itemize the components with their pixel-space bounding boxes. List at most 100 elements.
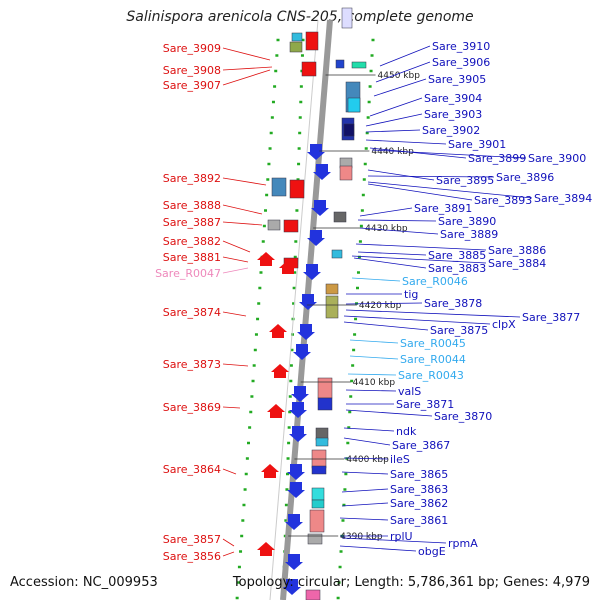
gene-block bbox=[343, 123, 355, 137]
gene-block bbox=[317, 397, 333, 411]
kbp-marker: 4420 kbp bbox=[359, 301, 402, 311]
right-label-leader bbox=[371, 149, 527, 159]
right-gene-label: Sare_3906 bbox=[432, 56, 490, 69]
gene-block bbox=[301, 61, 317, 77]
right-gene-label: Sare_3890 bbox=[438, 215, 496, 228]
gene-block bbox=[331, 249, 343, 259]
right-label-leader bbox=[355, 243, 487, 251]
forward-gene-arrow bbox=[311, 200, 329, 216]
right-label-leader bbox=[343, 437, 391, 446]
left-gene-label: Sare_3887 bbox=[163, 216, 221, 229]
gene-block bbox=[333, 211, 347, 223]
left-label-leader bbox=[222, 406, 241, 409]
gene-block bbox=[339, 165, 353, 181]
right-gene-label: Sare_3900 bbox=[528, 152, 586, 165]
left-label-leader bbox=[222, 240, 251, 253]
left-gene-label: Sare_3882 bbox=[163, 235, 221, 248]
gene-block bbox=[305, 31, 319, 51]
gene-block bbox=[311, 487, 325, 501]
left-gene-label: Sare_3881 bbox=[163, 251, 221, 264]
right-label-leader bbox=[343, 457, 389, 460]
right-label-leader bbox=[339, 545, 417, 552]
left-gene-label: Sare_3907 bbox=[163, 79, 221, 92]
gene-block bbox=[289, 41, 303, 53]
kbp-marker: 4430 kbp bbox=[365, 224, 408, 234]
gene-block bbox=[307, 533, 323, 545]
forward-gene-arrow bbox=[289, 402, 307, 418]
forward-gene-arrow bbox=[291, 386, 309, 402]
right-label-leader bbox=[341, 488, 389, 493]
forward-gene-arrow bbox=[307, 230, 325, 246]
right-label-leader bbox=[351, 277, 401, 282]
right-label-leader bbox=[365, 113, 423, 127]
right-gene-label: Sare_R0046 bbox=[402, 275, 468, 288]
right-label-leader bbox=[353, 257, 427, 269]
right-gene-label: Sare_3889 bbox=[440, 228, 498, 241]
right-label-leader bbox=[349, 355, 399, 360]
kbp-marker: 4450 kbp bbox=[378, 71, 421, 81]
right-label-leader bbox=[341, 471, 389, 475]
right-label-leader bbox=[357, 251, 427, 256]
gene-block bbox=[325, 295, 339, 319]
left-gene-label: Sare_3869 bbox=[163, 401, 221, 414]
right-gene-label: Sare_3875 bbox=[430, 324, 488, 337]
right-gene-label: rpmA bbox=[448, 537, 478, 550]
right-label-leader bbox=[341, 537, 447, 544]
right-gene-label: Sare_3901 bbox=[448, 138, 506, 151]
right-gene-label: Sare_3902 bbox=[422, 124, 480, 137]
right-gene-label: rplU bbox=[390, 530, 413, 543]
right-label-leader bbox=[369, 147, 467, 159]
right-label-leader bbox=[367, 169, 435, 181]
right-gene-label: Sare_3877 bbox=[522, 311, 580, 324]
reverse-gene-arrow bbox=[261, 464, 279, 478]
right-gene-label: Sare_R0045 bbox=[400, 337, 466, 350]
genome-axis-edge bbox=[269, 19, 319, 600]
forward-gene-arrow bbox=[289, 426, 307, 442]
right-gene-label: Sare_R0043 bbox=[398, 369, 464, 382]
left-gene-label: Sare_3892 bbox=[163, 172, 221, 185]
forward-gene-arrow bbox=[297, 324, 315, 340]
right-gene-label: Sare_3893 bbox=[474, 194, 532, 207]
left-label-leader bbox=[222, 538, 235, 547]
left-label-leader bbox=[222, 468, 237, 475]
right-label-leader bbox=[345, 302, 423, 305]
right-gene-label: Sare_3878 bbox=[424, 297, 482, 310]
forward-gene-arrow bbox=[307, 144, 325, 160]
right-gene-label: Sare_3891 bbox=[414, 202, 472, 215]
gene-block bbox=[289, 179, 305, 199]
right-label-leader bbox=[357, 219, 437, 222]
left-label-leader bbox=[222, 311, 247, 317]
gene-block bbox=[315, 437, 329, 447]
right-label-leader bbox=[345, 389, 397, 392]
kbp-marker: 4410 kbp bbox=[353, 378, 396, 388]
forward-gene-arrow bbox=[287, 482, 305, 498]
right-label-leader bbox=[347, 373, 397, 376]
right-gene-label: Sare_3865 bbox=[390, 468, 448, 481]
genome-axis bbox=[280, 19, 333, 600]
genome-title: Salinispora arenicola CNS-205, complete … bbox=[126, 9, 474, 25]
reverse-gene-arrow bbox=[257, 542, 275, 556]
left-gene-label: Sare_3908 bbox=[163, 64, 221, 77]
kbp-marker: 4440 kbp bbox=[371, 147, 414, 157]
right-gene-label: Sare_3867 bbox=[392, 439, 450, 452]
right-gene-label: Sare_3863 bbox=[390, 483, 448, 496]
right-gene-label: Sare_3883 bbox=[428, 262, 486, 275]
gene-block bbox=[305, 589, 321, 600]
right-gene-label: obgE bbox=[418, 545, 446, 558]
right-label-leader bbox=[365, 129, 421, 133]
right-gene-label: Sare_3884 bbox=[488, 257, 546, 270]
right-label-leader bbox=[359, 207, 413, 217]
right-gene-label: Sare_3899 bbox=[468, 152, 526, 165]
right-gene-label: Sare_3870 bbox=[434, 410, 492, 423]
reverse-gene-arrow bbox=[279, 260, 297, 274]
right-gene-label: Sare_3905 bbox=[428, 73, 486, 86]
forward-gene-arrow bbox=[285, 514, 303, 530]
topology-label: Topology: circular; Length: 5,786,361 bp… bbox=[232, 575, 590, 590]
right-label-leader bbox=[367, 175, 495, 178]
right-label-leader bbox=[359, 227, 439, 235]
kbp-marker: 4400 kbp bbox=[346, 455, 389, 465]
right-label-leader bbox=[369, 97, 423, 117]
left-gene-label: Sare_3874 bbox=[163, 306, 221, 319]
right-label-leader bbox=[341, 502, 389, 507]
